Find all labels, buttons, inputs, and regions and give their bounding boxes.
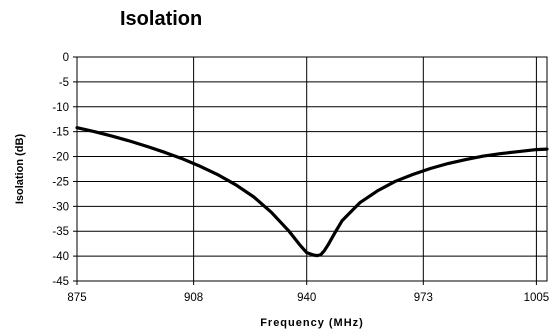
x-tick-label: 1005 [524,292,549,304]
y-tick-label: -30 [52,201,69,213]
y-tick-label: -40 [52,251,69,263]
x-tick-label: 973 [414,292,433,304]
plot-frame [76,56,548,282]
y-tick-label: -15 [52,127,69,139]
y-tick-labels: 0 -5 -10 -15 -20 -25 -30 -35 -40 -45 [52,52,77,288]
y-tick-label: -45 [52,276,69,288]
chart-title: Isolation [120,8,203,30]
x-tick-labels: 875 908 940 973 1005 [67,292,549,304]
y-axis-label: Isolation (dB) [14,134,26,205]
grid [76,56,547,285]
x-tick-label: 940 [297,292,316,304]
isolation-series-line [75,126,549,258]
x-tick-label: 908 [184,292,203,304]
y-tick-label: -25 [52,176,69,188]
y-tick-label: -10 [52,102,69,114]
y-tick-label: -20 [52,152,69,164]
y-tick-label: -35 [52,226,69,238]
y-tick-label: 0 [63,52,69,64]
x-axis-label: Frequency (MHz) [260,317,364,329]
y-tick-label: -5 [59,77,69,89]
x-tick-label: 875 [67,292,86,304]
